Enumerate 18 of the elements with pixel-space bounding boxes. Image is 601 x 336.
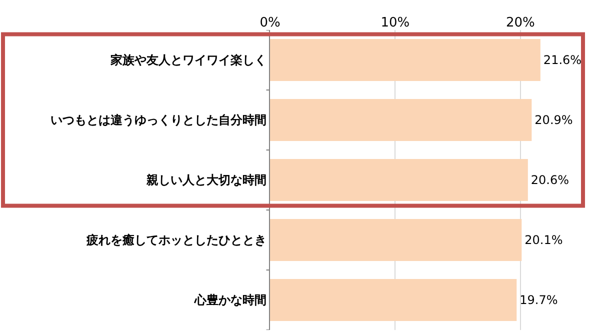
y-tick-label: いつもとは違うゆっくりとした自分時間	[50, 113, 267, 128]
data-label: 19.7%	[520, 293, 558, 307]
bar	[270, 39, 540, 81]
x-tick-label: 20%	[506, 15, 535, 30]
y-tick-label: 心豊かな時間	[194, 293, 267, 308]
y-tick-label: 家族や友人とワイワイ楽しく	[110, 53, 267, 68]
bar	[270, 99, 532, 141]
bar	[270, 279, 517, 321]
data-label: 20.9%	[534, 113, 573, 127]
bar	[270, 219, 522, 261]
data-label: 20.1%	[524, 233, 563, 247]
bar	[270, 159, 528, 201]
y-tick-label: 親しい人と大切な時間	[146, 173, 267, 188]
y-tick-label: 疲れを癒してホッとしたひととき	[86, 233, 267, 248]
data-label: 20.6%	[530, 173, 570, 187]
data-label: 21.6%	[543, 53, 582, 67]
x-tick-label: 10%	[380, 15, 410, 30]
x-tick-label: 0%	[260, 15, 280, 30]
